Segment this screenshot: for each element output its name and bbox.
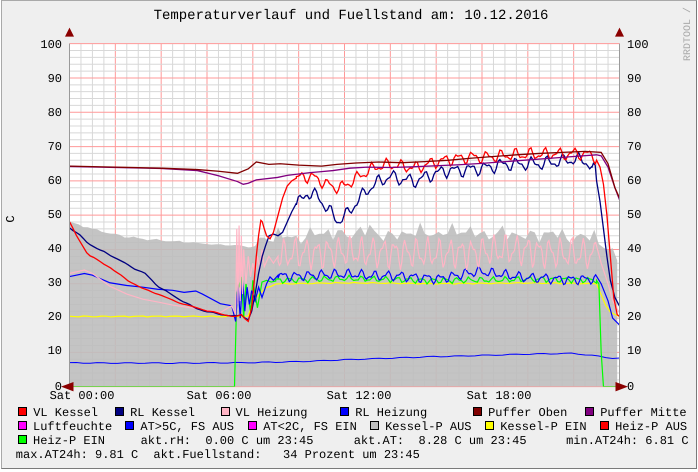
svg-text:Sat 18:00: Sat 18:00 bbox=[467, 389, 532, 403]
svg-text:30: 30 bbox=[627, 276, 641, 290]
svg-text:40: 40 bbox=[627, 242, 641, 256]
svg-text:60: 60 bbox=[48, 174, 62, 188]
svg-text:60: 60 bbox=[627, 174, 641, 188]
svg-text:80: 80 bbox=[627, 106, 641, 120]
svg-text:Sat 00:00: Sat 00:00 bbox=[50, 389, 115, 403]
svg-text:90: 90 bbox=[48, 72, 62, 86]
svg-text:20: 20 bbox=[48, 310, 62, 324]
svg-text:50: 50 bbox=[627, 208, 641, 222]
svg-text:40: 40 bbox=[48, 242, 62, 256]
svg-text:100: 100 bbox=[627, 38, 649, 52]
svg-text:50: 50 bbox=[48, 208, 62, 222]
svg-text:10: 10 bbox=[627, 344, 641, 358]
svg-text:Sat 12:00: Sat 12:00 bbox=[327, 389, 392, 403]
svg-text:70: 70 bbox=[627, 140, 641, 154]
svg-text:100: 100 bbox=[40, 38, 62, 52]
svg-text:Sat 06:00: Sat 06:00 bbox=[187, 389, 252, 403]
svg-text:20: 20 bbox=[627, 310, 641, 324]
svg-text:90: 90 bbox=[627, 72, 641, 86]
svg-text:30: 30 bbox=[48, 276, 62, 290]
svg-text:80: 80 bbox=[48, 106, 62, 120]
svg-text:0: 0 bbox=[627, 380, 634, 394]
svg-text:10: 10 bbox=[48, 344, 62, 358]
svg-text:C: C bbox=[4, 215, 18, 222]
svg-text:70: 70 bbox=[48, 140, 62, 154]
svg-text:RRDTOOL / TOBI OETIKER: RRDTOOL / TOBI OETIKER bbox=[682, 1, 694, 61]
